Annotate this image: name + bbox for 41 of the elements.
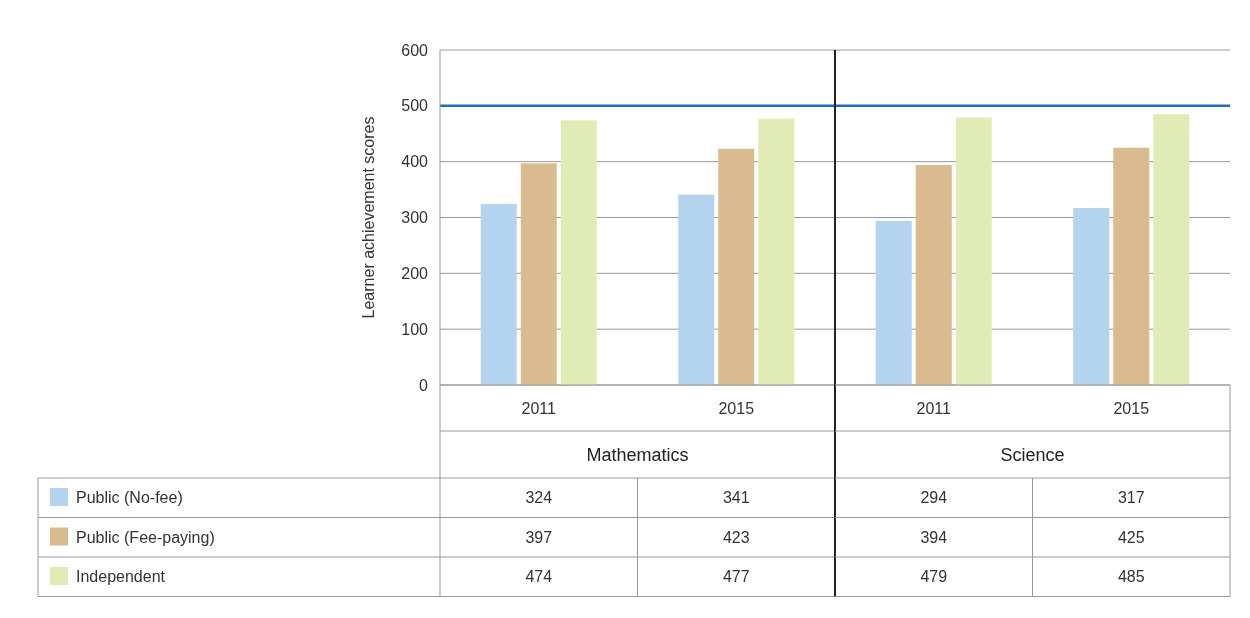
bar	[875, 220, 912, 385]
bar	[758, 118, 795, 385]
y-tick-label: 300	[401, 209, 429, 227]
x-tick-label: 2011	[916, 399, 952, 417]
y-axis-title: Learner achievement scores	[360, 116, 377, 319]
x-tick-label: 2015	[1113, 399, 1150, 417]
y-tick-label: 100	[401, 320, 429, 338]
data-label: 425	[1117, 528, 1145, 546]
y-tick-label: 600	[401, 41, 429, 59]
bar	[1073, 208, 1110, 385]
x-axis-title: Science	[1000, 444, 1065, 465]
bar	[1153, 114, 1190, 385]
data-label: 294	[920, 489, 948, 507]
data-label: 474	[525, 568, 553, 586]
bar	[480, 204, 517, 385]
data-label: 477	[722, 568, 750, 586]
legend-label: Independent	[76, 568, 166, 586]
x-tick-label: 2011	[521, 399, 557, 417]
data-label: 397	[525, 528, 553, 546]
legend-label: Public (Fee-paying)	[76, 528, 215, 546]
x-tick-label: 2015	[718, 399, 755, 417]
data-label: 485	[1117, 568, 1145, 586]
y-tick-label: 500	[401, 97, 429, 115]
y-tick-label: 400	[401, 153, 429, 171]
data-label: 324	[525, 489, 553, 507]
legend-label: Public (No-fee)	[76, 489, 183, 507]
data-label: 317	[1117, 489, 1145, 507]
y-tick-label: 0	[419, 376, 429, 394]
data-label: 341	[722, 489, 750, 507]
data-label: 479	[920, 568, 948, 586]
bar	[915, 165, 952, 385]
y-tick-label: 200	[401, 264, 429, 282]
bar	[560, 120, 597, 385]
bar	[955, 117, 992, 385]
data-label: 394	[920, 528, 948, 546]
bar	[1113, 147, 1150, 385]
bar	[718, 148, 755, 385]
data-label: 423	[722, 528, 750, 546]
bar	[678, 194, 715, 385]
x-axis-title: Mathematics	[586, 444, 689, 465]
bar	[520, 163, 557, 385]
